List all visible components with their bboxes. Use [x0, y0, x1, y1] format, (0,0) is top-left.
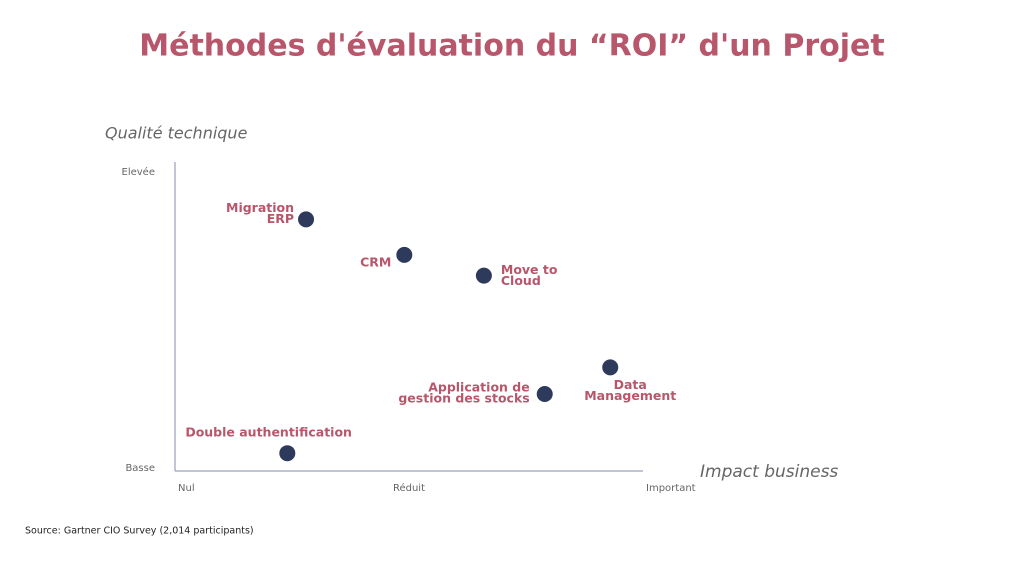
x-axis-title: Impact business	[700, 462, 838, 482]
data-point	[396, 246, 413, 263]
data-point	[279, 445, 296, 462]
y-tick-label: Basse	[125, 463, 155, 474]
point-label: ERP	[267, 211, 294, 226]
point-label: Double authentification	[185, 425, 352, 440]
x-tick-label: Réduit	[393, 482, 425, 494]
point-label: Application de	[428, 380, 530, 395]
y-axis-title: Qualité technique	[105, 124, 248, 143]
data-point	[475, 267, 492, 284]
point-label: Migration	[226, 200, 294, 215]
point-label: gestion des stocks	[398, 391, 529, 406]
chart-title: Méthodes d'évaluation du “ROI” d'un Proj…	[139, 29, 884, 64]
source-note: Source: Gartner CIO Survey (2,014 partic…	[25, 526, 254, 537]
x-tick-label: Nul	[178, 483, 195, 494]
point-label: Management	[584, 388, 676, 403]
data-point	[536, 386, 553, 402]
point-label: Data	[614, 377, 647, 392]
y-tick-label: Elevée	[122, 166, 155, 178]
x-tick-label: Important	[646, 483, 696, 494]
data-point	[602, 359, 619, 376]
point-label: Move to	[501, 262, 558, 277]
data-point	[298, 211, 315, 228]
point-label: CRM	[360, 254, 391, 269]
point-label: Cloud	[501, 273, 541, 288]
